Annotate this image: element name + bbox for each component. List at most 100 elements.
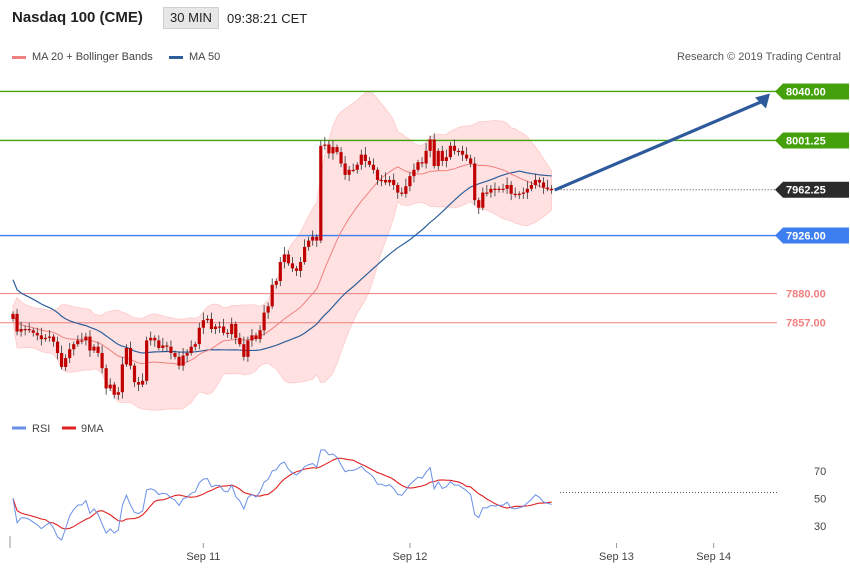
candle (72, 341, 76, 356)
candle-body (250, 335, 254, 341)
candle-body (31, 330, 35, 333)
candle (335, 144, 339, 155)
candle (242, 336, 246, 361)
last-price-label: 7962.25 (786, 185, 826, 197)
candle-body (92, 346, 96, 351)
candle (428, 135, 432, 158)
candle-body (400, 192, 404, 194)
candle-body (23, 329, 27, 331)
candle-body (213, 326, 218, 330)
candle-body (149, 337, 153, 341)
candle-body (497, 188, 501, 191)
candle (448, 142, 452, 160)
candle-body (136, 382, 141, 385)
rsi-legend: RSI 9MA (12, 423, 104, 435)
candle (47, 330, 52, 342)
candle (230, 317, 234, 340)
candle (517, 191, 521, 199)
candle-body (460, 150, 465, 155)
candle-body (493, 188, 497, 191)
candle-body (505, 184, 509, 189)
candle-body (189, 346, 193, 354)
level-label-4: 7857.00 (786, 318, 826, 330)
candle (80, 332, 84, 345)
candles (11, 93, 770, 400)
candle-body (88, 336, 92, 351)
candle-body (27, 329, 31, 331)
candle-body (315, 236, 319, 241)
candle (444, 149, 448, 168)
rsi-level-label: 30 (814, 521, 826, 533)
timestamp: 09:38:21 CET (227, 11, 308, 26)
candle-body (444, 157, 448, 161)
candle-body (339, 152, 343, 164)
candle (55, 336, 60, 360)
candle (416, 159, 420, 173)
candle (505, 177, 509, 194)
candle (452, 139, 457, 155)
candle-body (270, 284, 274, 307)
candle (68, 342, 72, 364)
time-label: Sep 13 (599, 551, 634, 563)
candle-body (72, 344, 76, 350)
candle (116, 387, 120, 400)
candle-body (392, 179, 396, 185)
candle-body (262, 312, 266, 331)
candle-body (258, 330, 262, 340)
candle (509, 181, 513, 201)
candle (497, 186, 501, 193)
candle-body (541, 182, 546, 188)
candle-body (96, 346, 100, 354)
candle-body (367, 160, 371, 165)
candle-body (108, 384, 112, 389)
candle-body (100, 353, 104, 369)
timeframe-selector[interactable]: 30 MIN (163, 7, 219, 29)
candle (404, 178, 408, 198)
candle (246, 336, 250, 362)
candle-body (185, 353, 189, 356)
time-label: Sep 14 (696, 551, 731, 563)
candle-body (177, 356, 181, 366)
candle (161, 337, 165, 352)
candle-body (124, 347, 128, 365)
candle-body (335, 147, 339, 153)
candle-body (132, 365, 137, 383)
ma9-line (12, 457, 552, 530)
candle-body (416, 162, 420, 170)
candle-body (55, 341, 60, 354)
candle (400, 187, 404, 197)
candle-body (165, 345, 169, 347)
candle-body (153, 337, 157, 341)
candle (149, 331, 153, 346)
candle-body (290, 263, 295, 269)
candle-body (242, 344, 246, 357)
candle (521, 187, 525, 199)
candle-body (396, 184, 400, 193)
candle-body (307, 240, 311, 247)
candle (388, 176, 392, 187)
candle-body (384, 179, 388, 183)
candle (473, 157, 477, 206)
legend-ma20: MA 20 + Bollinger Bands (12, 51, 153, 63)
candle-body (428, 139, 432, 151)
candle-body (473, 163, 477, 201)
level-label-0: 8040.00 (786, 86, 826, 98)
candle-body (351, 169, 355, 172)
candle (201, 312, 205, 335)
candle (181, 347, 185, 371)
time-axis: Sep 11 Sep 12 Sep 13 Sep 14 (9, 536, 731, 563)
candle-body (128, 347, 133, 366)
candle-body (550, 188, 554, 191)
candle (60, 345, 64, 370)
projection-arrow-line (554, 100, 763, 192)
candle-body (343, 163, 347, 175)
candle (501, 183, 505, 193)
candle-body (116, 392, 120, 395)
candle-body (412, 169, 416, 177)
candle-body (193, 344, 197, 347)
candle-body (525, 188, 529, 193)
candle-body (51, 336, 56, 342)
candle (327, 140, 331, 159)
candle (88, 330, 92, 357)
candle (331, 140, 335, 160)
